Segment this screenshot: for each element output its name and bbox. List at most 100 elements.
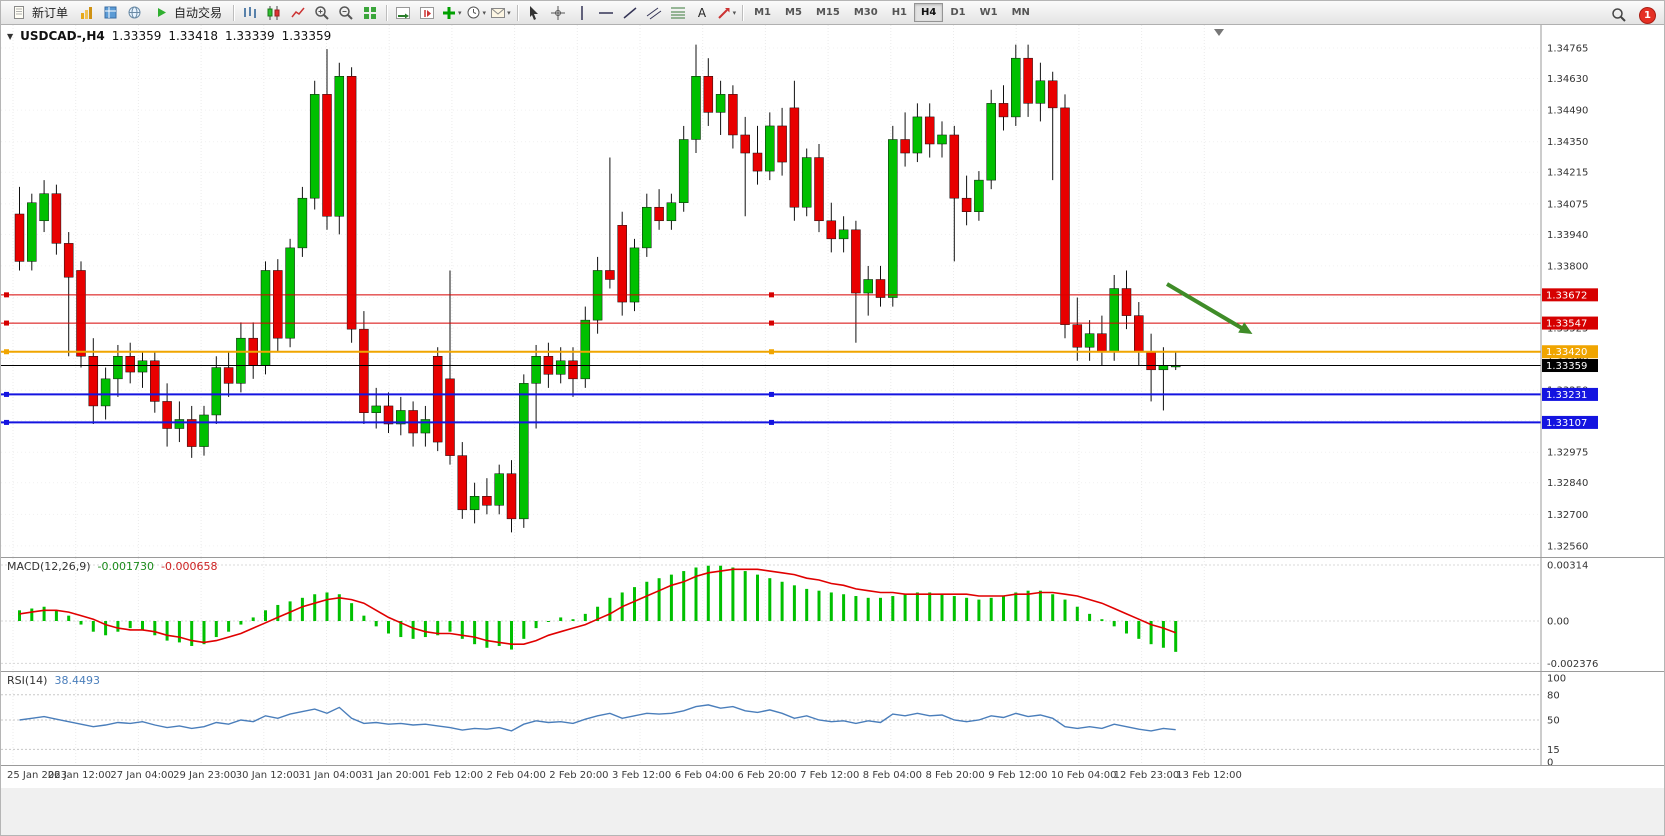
macd-histogram-bar xyxy=(448,621,452,632)
bear-candle xyxy=(703,76,714,113)
trendline-tool-button[interactable] xyxy=(619,2,641,24)
rsi-indicator-panel[interactable]: 100 80 50 15 0 RSI(14) 38.4493 xyxy=(1,671,1665,766)
bear-candle xyxy=(273,270,283,339)
macd-indicator-panel[interactable]: 0.00314 0.00 -0.002376 MACD(12,26,9) -0.00… xyxy=(1,557,1665,672)
rsi-canvas[interactable]: 100 80 50 15 0 xyxy=(1,672,1665,766)
bear-candle xyxy=(605,270,615,280)
fibonacci-icon xyxy=(670,7,685,18)
close-value: 1.33359 xyxy=(281,29,332,43)
vertical-line-tool-button[interactable] xyxy=(571,2,593,24)
macd-histogram-bar xyxy=(768,578,772,621)
bull-candle xyxy=(334,76,345,217)
macd-histogram-bar xyxy=(264,610,267,621)
trend-arrow-annotation[interactable] xyxy=(1165,282,1247,332)
macd-histogram-bar xyxy=(583,613,587,621)
low-value: 1.33339 xyxy=(224,29,275,43)
macd-histogram-bar xyxy=(1026,590,1030,621)
macd-histogram-bar xyxy=(928,592,932,621)
macd-canvas[interactable]: 0.00314 0.00 -0.002376 xyxy=(1,558,1665,672)
macd-histogram-bar xyxy=(42,606,46,621)
notification-badge[interactable]: 1 xyxy=(1639,6,1656,24)
timeframe-h4-button[interactable]: H4 xyxy=(914,3,944,22)
price-axis-label: 1.33800 xyxy=(1547,261,1588,272)
bull-candle xyxy=(1011,57,1021,118)
toolbar-separator xyxy=(386,4,388,21)
line-handle[interactable] xyxy=(4,320,9,326)
macd-histogram-bar xyxy=(1125,621,1128,634)
price-axis-label: 1.34630 xyxy=(1547,74,1588,85)
bull-candle xyxy=(801,157,812,208)
macd-histogram-bar xyxy=(694,567,698,621)
price-chart-panel[interactable]: 1.34765 1.34630 1.34490 1.34350 1.34215 1.340… xyxy=(1,25,1665,557)
rsi-value: 38.4493 xyxy=(54,674,100,687)
macd-histogram-bar xyxy=(79,621,83,625)
toolbar-separator xyxy=(742,4,744,21)
cursor-button[interactable] xyxy=(523,2,545,24)
timeframe-mn-button[interactable]: MN xyxy=(1011,7,1030,18)
web-terminal-button[interactable] xyxy=(124,2,146,24)
macd-histogram-bar xyxy=(362,615,366,621)
line-handle[interactable] xyxy=(769,292,774,298)
line-handle[interactable] xyxy=(769,320,774,326)
templates-button[interactable]: ▾ xyxy=(489,2,512,24)
macd-histogram-bar xyxy=(251,617,255,621)
bear-candle xyxy=(1121,288,1132,316)
line-handle[interactable] xyxy=(4,391,9,397)
search-button[interactable] xyxy=(1608,4,1630,26)
auto-trading-button[interactable]: 自动交易 xyxy=(148,2,228,24)
high-value: 1.33418 xyxy=(168,29,218,43)
timeframe-m5-button[interactable]: M5 xyxy=(785,7,802,18)
zoom-in-button[interactable] xyxy=(311,2,333,24)
indicators-button[interactable]: ▾ xyxy=(440,2,463,24)
timeframe-m1-button[interactable]: M1 xyxy=(754,7,772,18)
bear-candle xyxy=(162,401,172,429)
chart-profiles-button[interactable] xyxy=(76,2,98,24)
line-handle[interactable] xyxy=(769,349,774,355)
timeframe-m15-button[interactable]: M15 xyxy=(815,7,840,18)
timeframe-w1-button[interactable]: W1 xyxy=(979,7,998,18)
bull-candle xyxy=(309,94,320,199)
bear-candle xyxy=(150,360,160,402)
timeframe-d1-button[interactable]: D1 xyxy=(950,7,966,18)
horizontal-line-tool-button[interactable] xyxy=(595,2,617,24)
line-handle[interactable] xyxy=(769,391,774,397)
macd-histogram-bar xyxy=(473,621,477,645)
line-handle[interactable] xyxy=(4,349,9,355)
periods-button[interactable]: ▾ xyxy=(465,2,488,24)
channel-tool-button[interactable] xyxy=(643,2,665,24)
macd-histogram-bar xyxy=(1075,606,1079,621)
macd-histogram-bar xyxy=(116,621,120,632)
rsi-line xyxy=(19,704,1176,732)
macd-histogram-bar xyxy=(177,621,181,643)
svg-text:1.33107: 1.33107 xyxy=(1546,418,1587,429)
bear-candle xyxy=(900,139,910,154)
candlestick-mode-button[interactable] xyxy=(263,2,285,24)
macd-histogram-bar xyxy=(965,597,969,621)
zoom-out-icon xyxy=(339,5,353,20)
crosshair-button[interactable] xyxy=(547,2,569,24)
price-chart-canvas[interactable]: 1.34765 1.34630 1.34490 1.34350 1.34215 1.340… xyxy=(1,25,1665,557)
chart-shift-button[interactable] xyxy=(416,2,438,24)
line-handle[interactable] xyxy=(4,419,9,425)
symbol-dropdown-icon[interactable]: ▼ xyxy=(7,31,14,41)
auto-scroll-button[interactable] xyxy=(392,2,414,24)
timeframe-h1-button[interactable]: H1 xyxy=(891,7,908,18)
zoom-out-button[interactable] xyxy=(335,2,357,24)
line-handle[interactable] xyxy=(4,292,9,298)
tile-windows-button[interactable] xyxy=(359,2,381,24)
macd-histogram-bar xyxy=(546,621,550,622)
text-tool-button[interactable]: A xyxy=(691,2,713,24)
chart-shift-marker[interactable] xyxy=(1214,29,1224,36)
market-watch-button[interactable] xyxy=(100,2,122,24)
new-order-button[interactable]: 新订单 xyxy=(6,2,74,24)
bear-candle xyxy=(1134,315,1144,352)
bull-candle xyxy=(580,319,591,380)
fibonacci-tool-button[interactable] xyxy=(667,2,689,24)
arrows-tool-button[interactable]: ▾ xyxy=(715,2,738,24)
line-handle[interactable] xyxy=(769,419,774,425)
macd-histogram-bar xyxy=(1063,599,1067,621)
timeframe-m30-button[interactable]: M30 xyxy=(853,7,878,18)
line-chart-mode-button[interactable] xyxy=(287,2,309,24)
macd-histogram-bar xyxy=(829,592,833,621)
bar-chart-mode-button[interactable] xyxy=(239,2,261,24)
